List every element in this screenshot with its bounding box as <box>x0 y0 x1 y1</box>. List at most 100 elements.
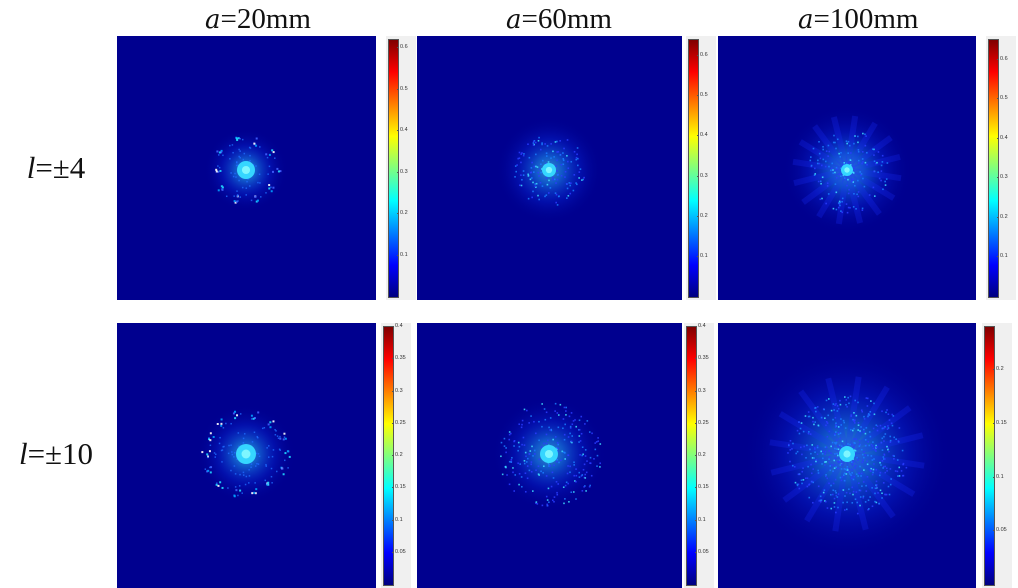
colorbar-tick-mark <box>392 422 394 424</box>
colorbar-tick-label: 0.2 <box>395 452 403 458</box>
colorbar-tick-mark <box>392 455 394 456</box>
colorbar-l4-a20: 0.6 0.5 0.4 0.3 0.2 0.1 <box>386 36 416 300</box>
intensity-panel-l10-a60 <box>417 323 682 588</box>
colorbar-tick-label: 0.25 <box>698 419 709 426</box>
intensity-panel-l10-a100 <box>718 323 976 588</box>
row-header-l4: l=±4 <box>0 150 112 186</box>
colorbar-tick-mark <box>392 358 394 360</box>
colorbar-tick-label: 0.25 <box>395 419 406 426</box>
colorbar-tick-label: 0.6 <box>1000 55 1008 62</box>
colorbar-tick-mark <box>392 551 394 553</box>
column-value: =60mm <box>521 3 612 35</box>
row-symbol: l <box>26 150 36 185</box>
colorbar-tick-mark <box>397 130 399 132</box>
colorbar-tick-mark <box>397 213 399 215</box>
colorbar-tick-label: 0.15 <box>395 484 406 491</box>
colorbar-tick-mark <box>697 55 699 57</box>
colorbar-tick-mark <box>695 551 697 553</box>
row-value: =±4 <box>35 150 86 185</box>
colorbar-tick-mark <box>392 519 394 521</box>
colorbar-tick-label: 0.6 <box>400 44 408 51</box>
column-header-a100: a=100mm <box>798 2 919 37</box>
colorbar-tick-mark <box>697 175 699 177</box>
colorbar-tick-mark <box>392 390 394 392</box>
colorbar-tick-mark <box>997 177 999 179</box>
column-symbol: a <box>506 5 522 35</box>
colorbar-tick-label: 0.1 <box>700 252 708 259</box>
colorbar-tick-label: 0.3 <box>395 387 403 394</box>
row-header-l10: l=±10 <box>0 436 112 472</box>
colorbar-l4-a100: 0.6 0.5 0.4 0.3 0.2 0.1 <box>986 36 1016 300</box>
colorbar-tick-label: 0.4 <box>400 127 408 134</box>
colorbar-tick-label: 0.4 <box>698 323 706 329</box>
colorbar-tick-label: 0.05 <box>395 548 406 555</box>
colorbar-tick-label: 0.2 <box>996 366 1004 372</box>
colorbar-gradient <box>988 39 999 298</box>
intensity-panel-l4-a20 <box>117 36 376 300</box>
colorbar-tick-label: 0.3 <box>1000 174 1008 181</box>
colorbar-tick-mark <box>993 476 995 478</box>
colorbar-tick-mark <box>697 95 699 97</box>
colorbar-tick-label: 0.1 <box>996 473 1004 480</box>
colorbar-tick-mark <box>697 135 699 137</box>
colorbar-tick-mark <box>695 422 697 424</box>
colorbar-gradient <box>984 326 995 586</box>
colorbar-l4-a60: 0.6 0.5 0.4 0.3 0.2 0.1 <box>686 36 716 300</box>
colorbar-gradient <box>688 39 699 298</box>
colorbar-tick-label: 0.5 <box>1000 95 1008 102</box>
colorbar-tick-mark <box>997 98 999 100</box>
colorbar-tick-label: 0.6 <box>700 52 708 59</box>
colorbar-tick-mark <box>695 487 697 489</box>
colorbar-tick-mark <box>997 137 999 139</box>
colorbar-tick-mark <box>695 519 697 521</box>
colorbar-tick-label: 0.2 <box>400 210 408 217</box>
colorbar-tick-mark <box>695 390 697 392</box>
colorbar-tick-mark <box>392 487 394 489</box>
column-header-a60: a=60mm <box>506 2 612 37</box>
colorbar-tick-label: 0.3 <box>698 387 706 394</box>
row-symbol: l <box>18 436 28 471</box>
colorbar-tick-mark <box>695 358 697 360</box>
colorbar-tick-label: 0.1 <box>395 516 403 523</box>
colorbar-tick-label: 0.05 <box>996 527 1007 534</box>
column-symbol: a <box>205 5 221 35</box>
colorbar-tick-label: 0.5 <box>400 85 408 92</box>
colorbar-tick-mark <box>993 369 995 370</box>
colorbar-gradient <box>388 39 399 298</box>
colorbar-tick-mark <box>397 171 399 173</box>
column-symbol: a <box>798 5 814 35</box>
colorbar-tick-label: 0.5 <box>700 92 708 99</box>
colorbar-tick-label: 0.1 <box>1000 253 1008 260</box>
colorbar-tick-mark <box>993 422 995 424</box>
colorbar-tick-mark <box>997 216 999 218</box>
colorbar-tick-label: 0.35 <box>698 355 709 362</box>
colorbar-tick-mark <box>997 58 999 60</box>
colorbar-tick-label: 0.3 <box>400 168 408 175</box>
colorbar-tick-mark <box>697 255 699 257</box>
column-header-a20: a=20mm <box>205 2 311 37</box>
colorbar-tick-mark <box>695 326 697 327</box>
colorbar-tick-label: 0.15 <box>996 419 1007 426</box>
column-value: =20mm <box>220 3 311 35</box>
colorbar-tick-label: 0.35 <box>395 355 406 362</box>
colorbar-tick-label: 0.2 <box>698 452 706 458</box>
colorbar-tick-label: 0.05 <box>698 548 709 555</box>
intensity-panel-l4-a60 <box>417 36 682 300</box>
colorbar-tick-label: 0.15 <box>698 484 709 491</box>
colorbar-tick-label: 0.4 <box>395 323 403 329</box>
colorbar-l10-a20: 0.4 0.35 0.3 0.25 0.2 0.15 0.1 0.05 <box>381 323 411 588</box>
colorbar-tick-mark <box>697 215 699 217</box>
colorbar-tick-label: 0.4 <box>1000 134 1008 141</box>
colorbar-tick-label: 0.4 <box>700 132 708 139</box>
intensity-panel-l10-a20 <box>117 323 376 588</box>
colorbar-tick-label: 0.2 <box>1000 213 1008 220</box>
colorbar-tick-mark <box>993 530 995 532</box>
colorbar-l10-a60: 0.4 0.35 0.3 0.25 0.2 0.15 0.1 0.05 <box>684 323 714 588</box>
colorbar-tick-mark <box>997 256 999 258</box>
intensity-panel-l4-a100 <box>718 36 976 300</box>
colorbar-tick-mark <box>392 326 394 327</box>
row-value: =±10 <box>27 436 94 471</box>
colorbar-tick-mark <box>695 455 697 456</box>
colorbar-l10-a100: 0.2 0.15 0.1 0.05 <box>982 323 1012 588</box>
colorbar-gradient <box>686 326 697 586</box>
